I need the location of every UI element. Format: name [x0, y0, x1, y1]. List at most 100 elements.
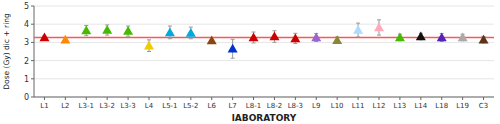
y-tick-label: 5 [24, 2, 29, 11]
error-bar-cap [147, 39, 151, 40]
error-bar-cap [272, 42, 276, 43]
error-bar-cap [105, 35, 109, 36]
x-tick-label: L12 [373, 102, 386, 110]
y-axis [34, 6, 35, 97]
x-tick [149, 97, 150, 100]
grid-line [34, 42, 494, 43]
grid-line [34, 97, 494, 98]
x-tick [65, 97, 66, 100]
x-tick [462, 97, 463, 100]
error-bar-cap [189, 27, 193, 28]
marker [353, 25, 363, 34]
x-tick-label: L8-2 [267, 102, 282, 110]
error-bar-cap [252, 32, 256, 33]
x-tick-label: L11 [352, 102, 365, 110]
x-tick [211, 97, 212, 100]
error-bar-cap [377, 35, 381, 36]
marker [102, 25, 112, 34]
marker [437, 32, 447, 41]
error-bar-cap [356, 36, 360, 37]
x-tick-label: L18 [435, 102, 448, 110]
x-tick-label: L3-3 [120, 102, 135, 110]
marker [144, 41, 154, 50]
y-tick-label: 4 [24, 20, 29, 29]
x-tick-label: L2 [61, 102, 69, 110]
grid-line [34, 78, 494, 79]
marker [416, 32, 426, 41]
y-tick-label: 2 [24, 57, 29, 66]
x-tick-label: L14 [414, 102, 427, 110]
marker [228, 44, 238, 53]
marker [249, 32, 259, 41]
x-tick-label: L19 [456, 102, 469, 110]
x-tick [399, 97, 400, 100]
marker [395, 32, 405, 41]
y-axis-label: Dose (Gy) dic + ring [2, 13, 11, 90]
error-bar-cap [231, 39, 235, 40]
x-tick [483, 97, 484, 100]
x-tick-label: L7 [228, 102, 236, 110]
x-tick-label: L6 [208, 102, 217, 110]
x-tick [169, 97, 170, 100]
x-axis-label: lABORATORY [232, 113, 297, 123]
marker [186, 28, 196, 37]
x-tick-label: L8-3 [288, 102, 303, 110]
marker [332, 35, 342, 44]
x-tick-label: L4 [145, 102, 154, 110]
error-bar-cap [356, 23, 360, 24]
x-tick [337, 97, 338, 100]
marker [290, 33, 300, 42]
x-tick [358, 97, 359, 100]
chart: 0 1 2 3 4 5 L1 L2 L3-1 L3-2 L3-3 L4 L5-1 L5-2 L6 L7 L8-1… [0, 0, 500, 124]
x-tick [316, 97, 317, 100]
x-tick [232, 97, 233, 100]
x-tick-label: L8-1 [246, 102, 261, 110]
x-tick-label: L1 [40, 102, 48, 110]
x-tick [441, 97, 442, 100]
x-tick-label: L5-1 [162, 102, 177, 110]
marker [81, 26, 91, 35]
error-bar-cap [272, 30, 276, 31]
x-tick [107, 97, 108, 100]
marker [374, 22, 384, 31]
marker [458, 32, 468, 41]
error-bar-cap [126, 36, 130, 37]
x-tick [128, 97, 129, 100]
error-bar-cap [168, 38, 172, 39]
marker [479, 35, 489, 44]
marker [311, 32, 321, 41]
error-bar-cap [189, 38, 193, 39]
x-tick-label: L5-2 [183, 102, 198, 110]
error-bar-cap [147, 51, 151, 52]
plot-area [34, 20, 494, 58]
marker [165, 27, 175, 36]
marker [123, 26, 133, 35]
marker [39, 32, 49, 41]
x-tick-label: L9 [312, 102, 320, 110]
x-tick [274, 97, 275, 100]
y-tick-label: 0 [24, 93, 29, 102]
error-bar-cap [252, 42, 256, 43]
x-axis [34, 97, 494, 98]
y-tick-label: 3 [24, 38, 29, 47]
x-tick [253, 97, 254, 100]
x-tick [420, 97, 421, 100]
x-tick [295, 97, 296, 100]
x-tick [379, 97, 380, 100]
x-tick-label: L3-1 [79, 102, 94, 110]
grid-line [34, 6, 494, 7]
x-tick [86, 97, 87, 100]
grid-line [34, 24, 494, 25]
marker [269, 32, 279, 41]
x-tick-label: L3-2 [100, 102, 115, 110]
x-tick [190, 97, 191, 100]
error-bar-cap [168, 26, 172, 27]
error-bar-cap [84, 35, 88, 36]
marker [60, 35, 70, 44]
error-bar-cap [377, 19, 381, 20]
reference-line [34, 37, 494, 39]
x-tick-label: C3 [479, 102, 488, 110]
grid-line [34, 60, 494, 61]
marker [207, 36, 217, 45]
y-tick-label: 1 [24, 75, 29, 84]
